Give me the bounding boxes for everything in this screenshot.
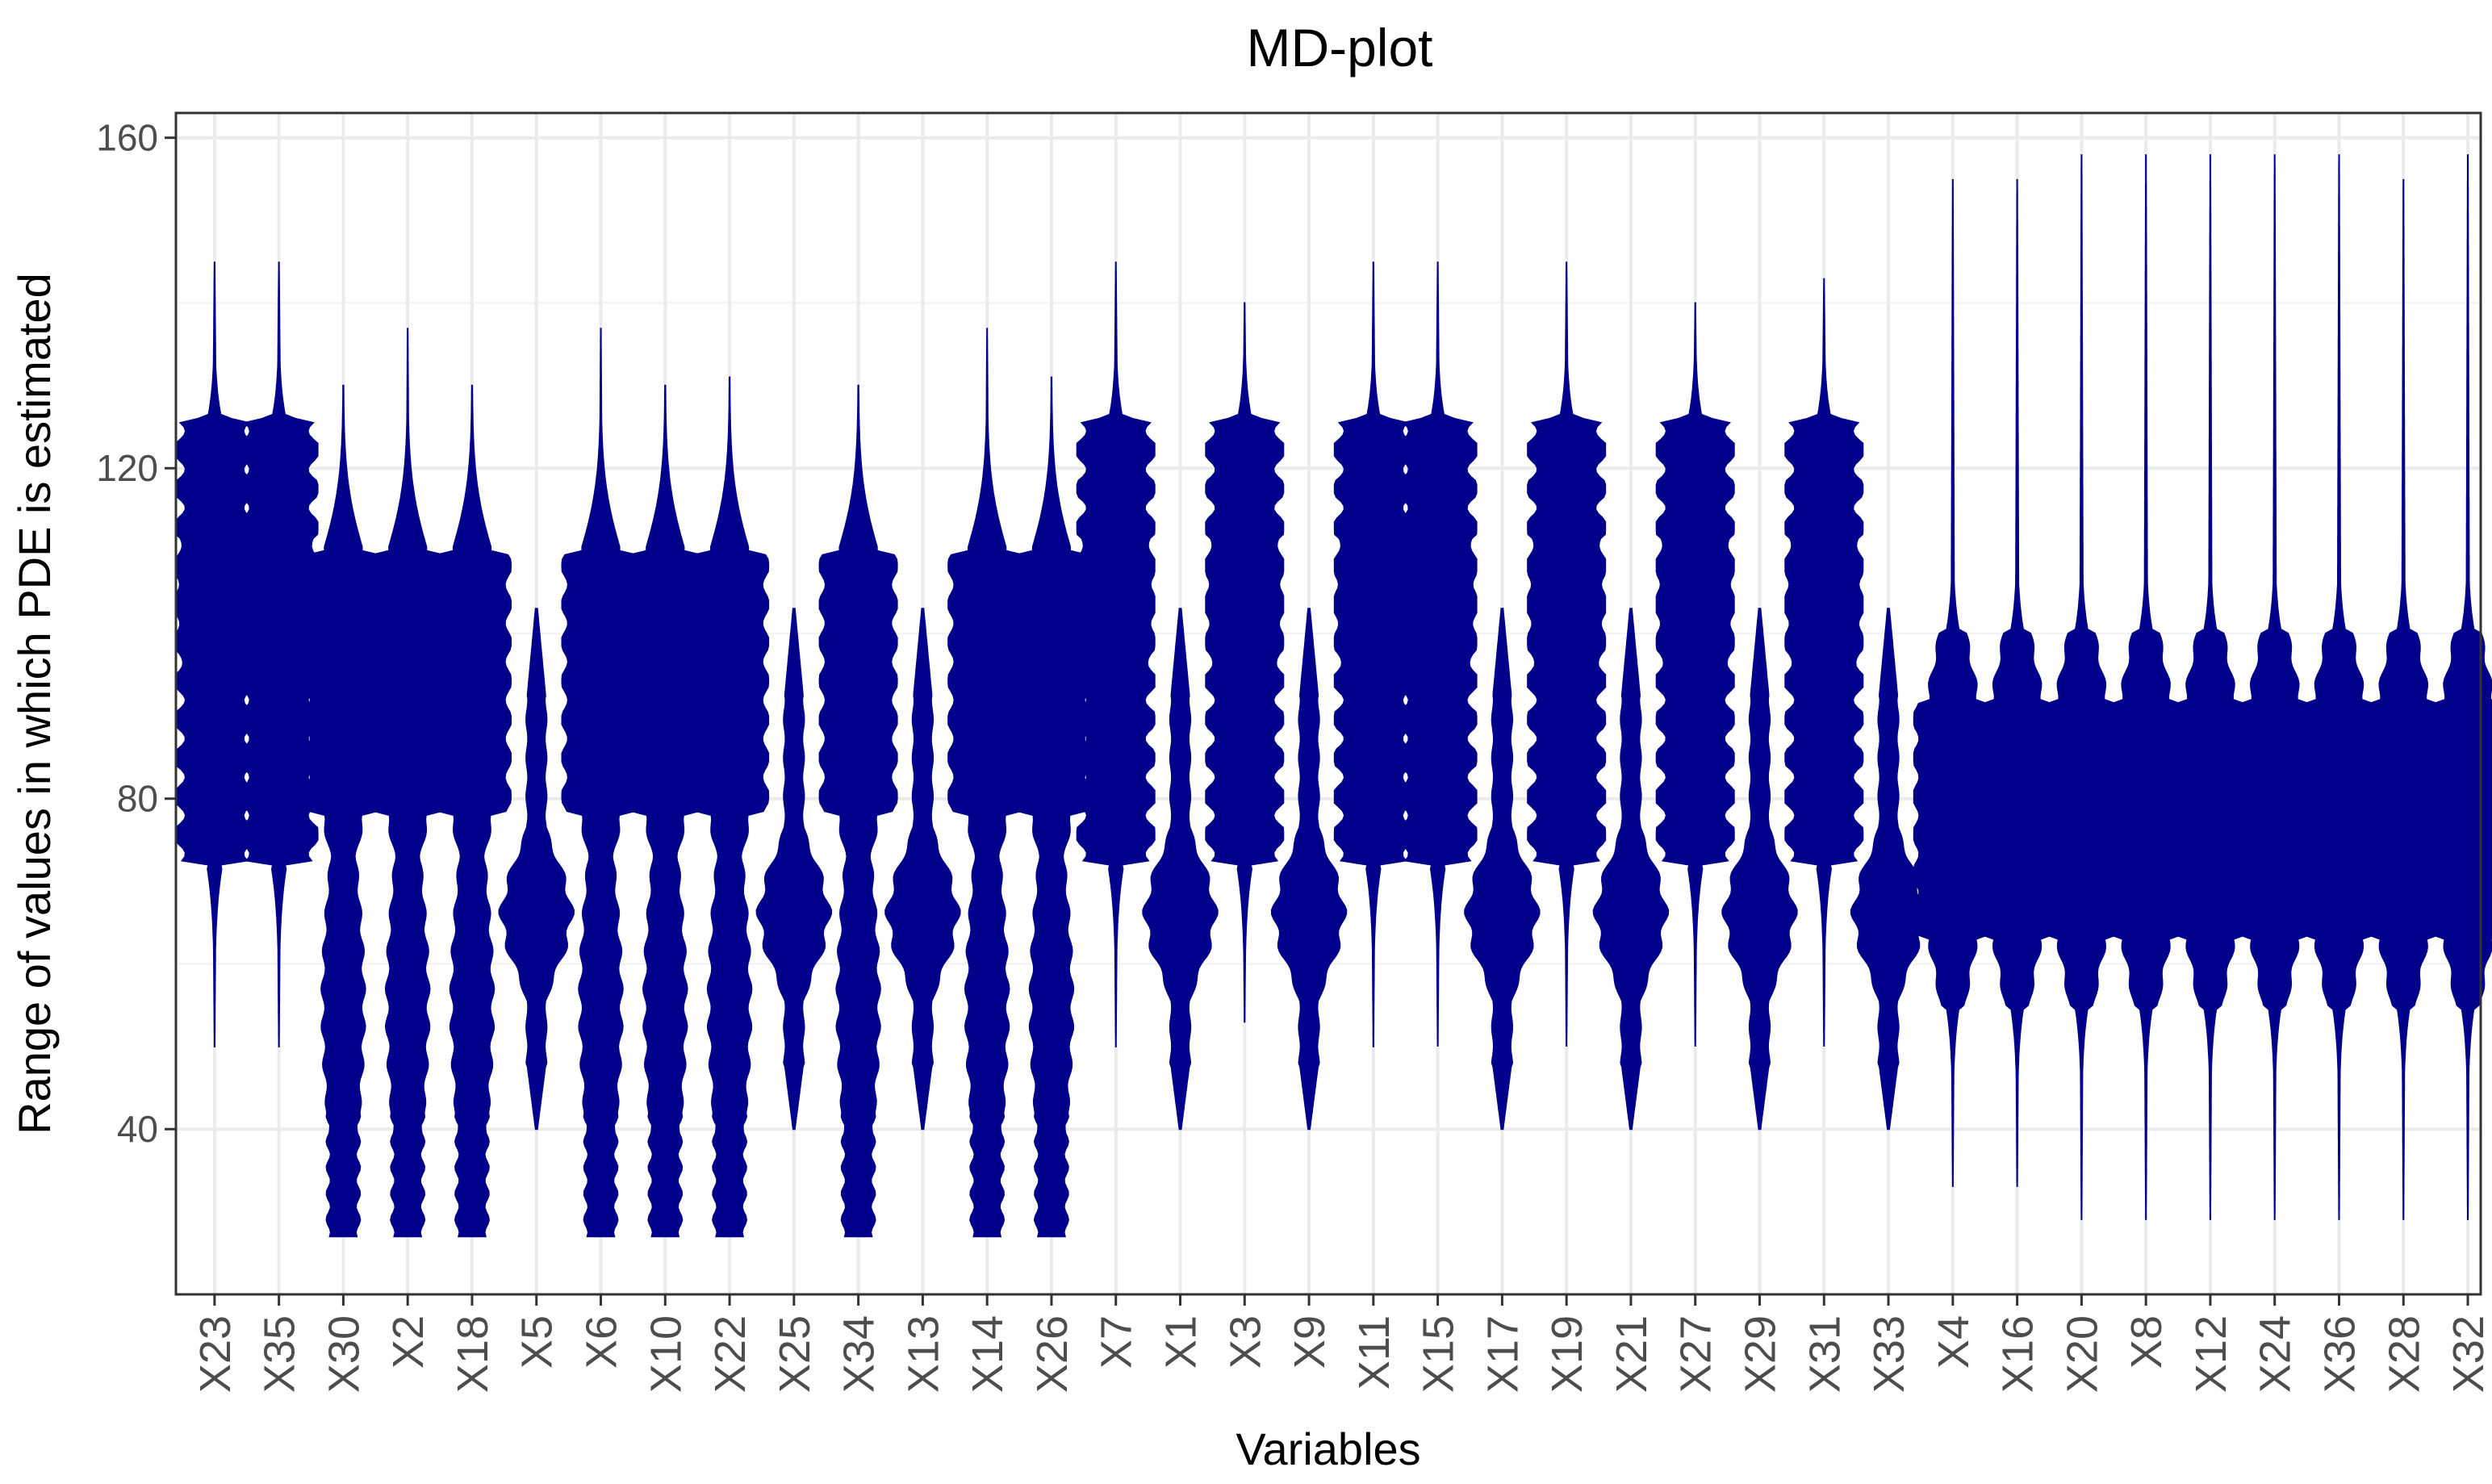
x-tick-label: X36 bbox=[2315, 1315, 2364, 1393]
x-tick-label: X4 bbox=[1930, 1315, 1978, 1369]
violin-x29 bbox=[1721, 608, 1798, 1131]
violin-x19 bbox=[1527, 261, 1607, 1047]
violin-x33 bbox=[1850, 608, 1927, 1131]
violin-x2 bbox=[368, 328, 448, 1238]
x-tick-label: X17 bbox=[1478, 1315, 1527, 1393]
violin-layer bbox=[174, 154, 2492, 1238]
x-tick-label: X18 bbox=[449, 1315, 497, 1393]
x-tick-label: X23 bbox=[191, 1315, 240, 1393]
violin-x22 bbox=[690, 376, 770, 1238]
violin-x30 bbox=[303, 384, 383, 1238]
x-tick-label: X21 bbox=[1608, 1315, 1656, 1393]
x-tick-label: X20 bbox=[2058, 1315, 2106, 1393]
x-tick-label: X6 bbox=[578, 1315, 626, 1369]
violin-x31 bbox=[1784, 278, 1864, 1047]
violin-x25 bbox=[755, 608, 833, 1131]
x-tick-label: X19 bbox=[1543, 1315, 1591, 1393]
y-tick-label: 40 bbox=[117, 1108, 158, 1150]
violin-x13 bbox=[884, 608, 961, 1131]
plot-panel-border bbox=[174, 111, 2482, 1296]
x-tick-label: X22 bbox=[706, 1315, 755, 1393]
x-tick-label: X16 bbox=[1994, 1315, 2043, 1393]
violin-x27 bbox=[1655, 302, 1735, 1047]
y-tick-label: 160 bbox=[96, 117, 158, 159]
x-tick-label: X29 bbox=[1737, 1315, 1785, 1393]
y-tick-label: 80 bbox=[117, 778, 158, 820]
x-tick-label: X1 bbox=[1157, 1315, 1206, 1369]
violin-x17 bbox=[1464, 608, 1541, 1131]
x-tick-label: X24 bbox=[2252, 1315, 2300, 1393]
axis-layer: 40 80 120 160 X23 X35 X30 X2 X18 X5 X6 X10 X22 X25 X34… bbox=[96, 117, 2492, 1393]
violin-x14 bbox=[947, 328, 1027, 1238]
x-tick-label: X33 bbox=[1865, 1315, 1913, 1393]
x-tick-label: X9 bbox=[1286, 1315, 1334, 1369]
y-axis-title: Range of values in which PDE is estimate… bbox=[9, 273, 60, 1135]
x-tick-label: X31 bbox=[1800, 1315, 1849, 1393]
x-tick-label: X3 bbox=[1221, 1315, 1269, 1369]
x-tick-label: X35 bbox=[256, 1315, 304, 1393]
x-tick-label: X8 bbox=[2122, 1315, 2171, 1369]
violin-x7 bbox=[1076, 261, 1156, 1047]
x-tick-label: X15 bbox=[1415, 1315, 1463, 1393]
x-tick-label: X13 bbox=[899, 1315, 947, 1393]
x-tick-label: X32 bbox=[2444, 1315, 2492, 1393]
x-tick-label: X7 bbox=[1093, 1315, 1141, 1369]
x-tick-label: X12 bbox=[2187, 1315, 2235, 1393]
x-axis-title: Variables bbox=[1236, 1423, 1420, 1474]
x-tick-label: X26 bbox=[1028, 1315, 1077, 1393]
chart-title: MD-plot bbox=[1246, 18, 1432, 77]
x-tick-label: X28 bbox=[2380, 1315, 2428, 1393]
x-tick-label: X27 bbox=[1672, 1315, 1721, 1393]
x-tick-label: X25 bbox=[771, 1315, 819, 1393]
violin-x5 bbox=[498, 608, 575, 1131]
x-tick-label: X2 bbox=[384, 1315, 433, 1369]
violin-x9 bbox=[1270, 608, 1348, 1131]
x-tick-label: X11 bbox=[1350, 1315, 1399, 1390]
violin-x1 bbox=[1142, 608, 1219, 1131]
x-tick-label: X30 bbox=[320, 1315, 368, 1393]
x-tick-label: X5 bbox=[513, 1315, 562, 1369]
violin-x26 bbox=[1012, 376, 1091, 1238]
violin-x3 bbox=[1205, 302, 1285, 1023]
x-tick-label: X10 bbox=[642, 1315, 690, 1393]
violin-x32 bbox=[2428, 154, 2492, 1220]
violin-x34 bbox=[818, 384, 898, 1238]
violin-x10 bbox=[625, 384, 705, 1238]
x-tick-label: X34 bbox=[835, 1315, 884, 1393]
violin-x6 bbox=[561, 328, 641, 1238]
x-tick-label: X14 bbox=[964, 1315, 1012, 1393]
y-tick-label: 120 bbox=[96, 447, 158, 489]
violin-x21 bbox=[1592, 608, 1670, 1131]
violin-x18 bbox=[433, 384, 512, 1238]
violin-x15 bbox=[1398, 261, 1478, 1047]
